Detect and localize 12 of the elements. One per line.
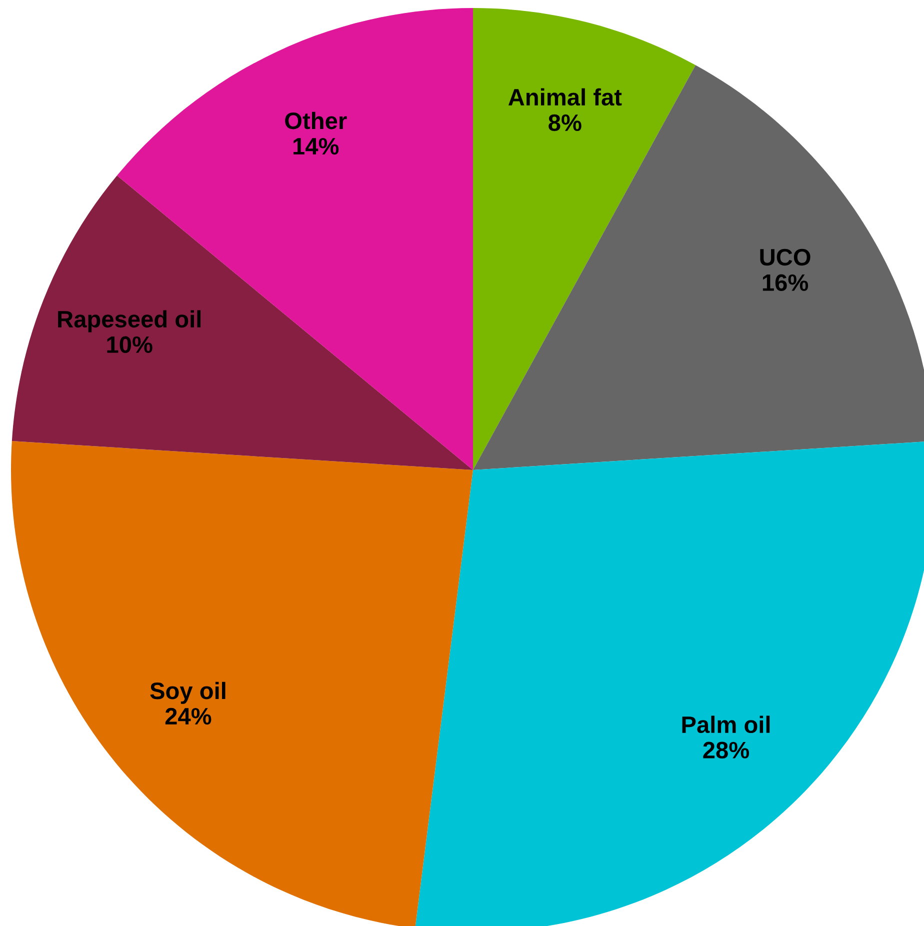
data-label: 8%: [548, 114, 582, 132]
data-label: 28%: [703, 742, 750, 758]
data-label: 10%: [107, 336, 152, 353]
slice-label: Animal fat: [508, 88, 622, 106]
data-label: 14%: [293, 138, 339, 155]
slice-label: Rapeseed oil: [58, 310, 201, 332]
data-label: 24%: [165, 708, 212, 725]
data-label: 16%: [762, 274, 808, 292]
slice-label: Soy oil: [150, 682, 226, 704]
slice-label: Other: [285, 112, 347, 130]
slice-label: Palm oil: [682, 716, 770, 734]
slice-label: UCO: [760, 248, 810, 266]
